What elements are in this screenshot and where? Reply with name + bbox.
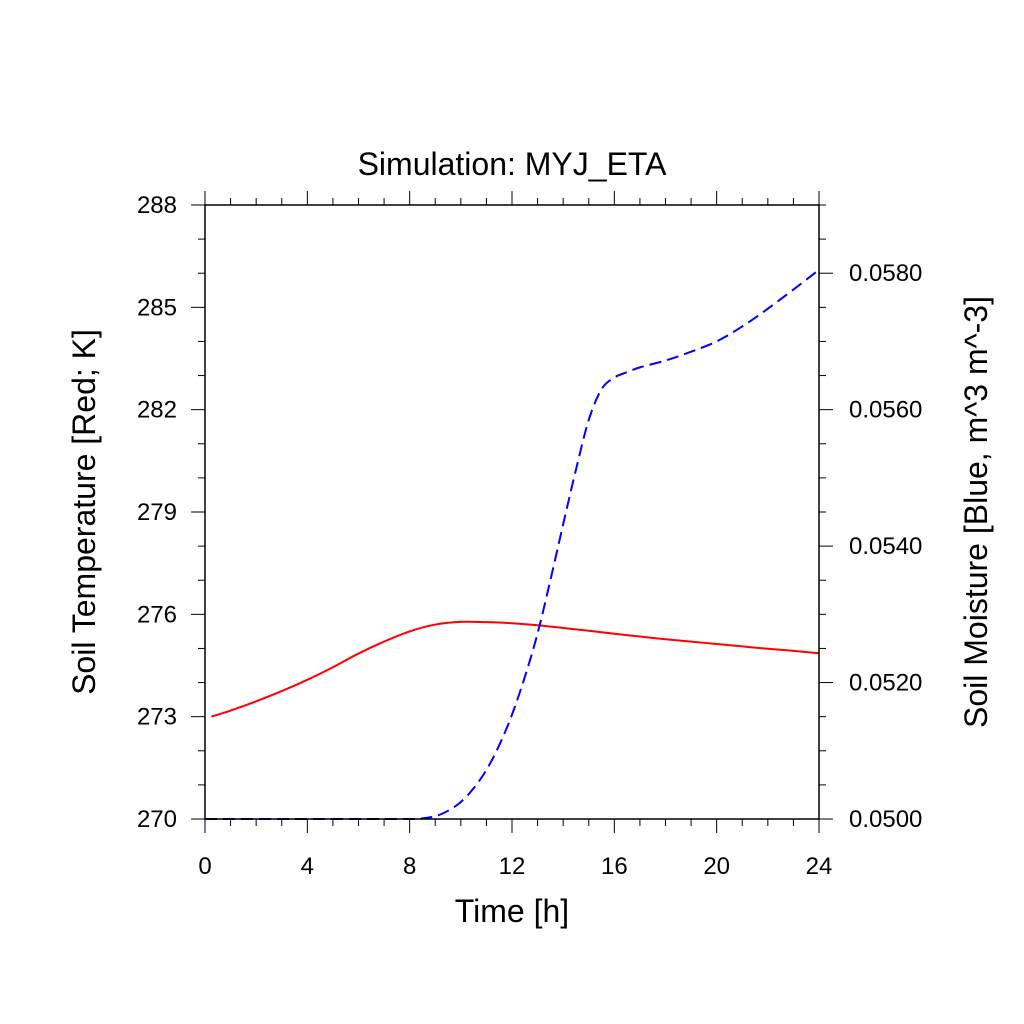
soil-temperature-line [211, 620, 820, 718]
plot-frame [204, 204, 820, 820]
y-right-tick-label: 0.0540 [849, 533, 922, 560]
x-tick-label: 8 [403, 853, 416, 880]
soil-moisture-line [204, 269, 820, 821]
series-layer [204, 269, 820, 821]
y-right-tick-label: 0.0500 [849, 806, 922, 833]
x-tick-label: 0 [198, 853, 211, 880]
y-axis-label-right: Soil Moisture [Blue, m^3 m^-3] [958, 296, 994, 728]
y-right-tick-label: 0.0580 [849, 260, 922, 287]
y-left-tick-label: 282 [137, 397, 177, 424]
tick-labels: 0 4 8 12 16 20 24 270 273 276 279 282 285 288 0.0500 0.… [137, 192, 922, 880]
x-tick-label: 12 [499, 853, 526, 880]
y-left-tick-label: 276 [137, 601, 177, 628]
y-right-tick-label: 0.0520 [849, 670, 922, 697]
axis-ticks [191, 191, 833, 833]
x-axis-label: Time [h] [455, 893, 569, 929]
y-right-tick-label: 0.0560 [849, 397, 922, 424]
y-left-tick-label: 285 [137, 294, 177, 321]
y-left-tick-label: 273 [137, 704, 177, 731]
y-axis-label-left: Soil Temperature [Red; K] [66, 329, 102, 695]
x-tick-label: 16 [601, 853, 628, 880]
y-left-tick-label: 279 [137, 499, 177, 526]
x-tick-label: 4 [301, 853, 314, 880]
chart-title: Simulation: MYJ_ETA [358, 146, 668, 182]
y-left-tick-label: 288 [137, 192, 177, 219]
x-tick-label: 24 [806, 853, 833, 880]
y-left-tick-label: 270 [137, 806, 177, 833]
x-tick-label: 20 [703, 853, 730, 880]
